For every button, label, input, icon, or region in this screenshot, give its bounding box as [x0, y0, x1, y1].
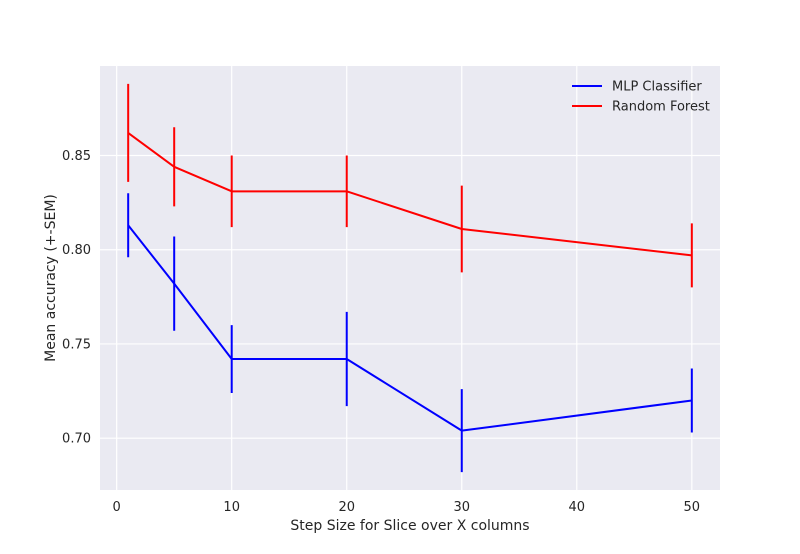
y-tick-label: 0.70 — [62, 432, 91, 447]
x-tick-label: 50 — [684, 500, 701, 515]
series-2 — [127, 83, 693, 288]
legend: MLP Classifier Random Forest — [572, 80, 710, 115]
legend-label: MLP Classifier — [612, 80, 702, 95]
y-tick-label: 0.80 — [62, 243, 91, 258]
y-tick-label: 0.85 — [62, 149, 91, 164]
series-line — [127, 132, 692, 257]
x-tick-label: 20 — [338, 500, 355, 515]
legend-label: Random Forest — [612, 100, 710, 115]
x-tick-label: 0 — [113, 500, 121, 515]
series-line — [127, 224, 692, 432]
x-tick-label: 10 — [223, 500, 240, 515]
y-tick-label: 0.75 — [62, 337, 91, 352]
y-axis-label: Mean accuracy (+-SEM) — [43, 194, 59, 362]
series-layer — [127, 83, 693, 473]
plot-area — [100, 66, 720, 490]
axis-layer: 0 10 20 30 40 50 0.70 0.75 0.80 0.85 — [62, 149, 700, 515]
x-tick-label: 40 — [569, 500, 586, 515]
series-1 — [127, 193, 693, 473]
x-axis-label: Step Size for Slice over X columns — [290, 518, 529, 534]
x-tick-label: 30 — [453, 500, 470, 515]
